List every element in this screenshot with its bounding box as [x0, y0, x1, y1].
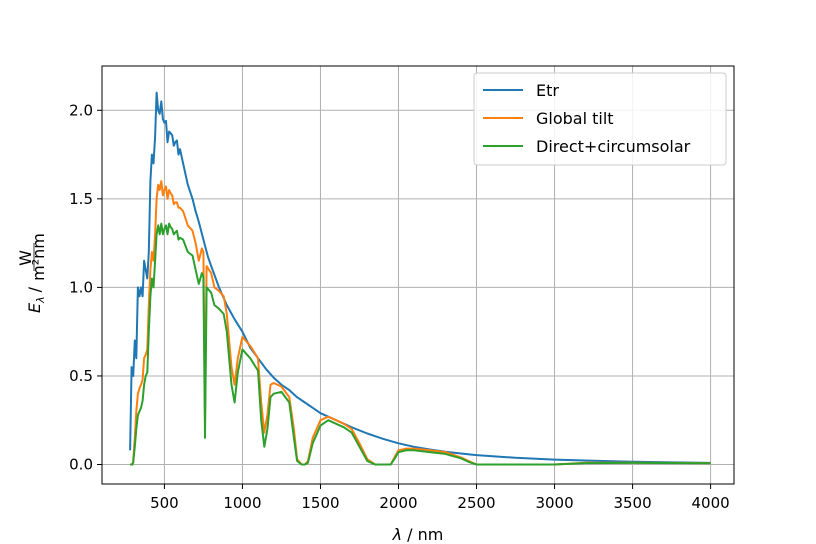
- x-tick-label: 4000: [691, 494, 729, 512]
- x-tick-label: 2000: [379, 494, 417, 512]
- x-tick-label: 1000: [223, 494, 261, 512]
- y-axis-sub: λ: [34, 296, 47, 304]
- y-axis-label-text: Eλ /: [25, 286, 47, 313]
- y-tick-label: 2.0: [69, 101, 93, 119]
- x-tick-label: 500: [150, 494, 179, 512]
- legend-label: Global tilt: [536, 109, 614, 128]
- y-axis-var: E: [25, 302, 44, 313]
- x-tick-label: 3500: [613, 494, 651, 512]
- legend-label: Etr: [536, 81, 559, 100]
- y-axis-label: Eλ / W m²nm: [16, 233, 48, 313]
- legend-label: Direct+circumsolar: [536, 137, 691, 156]
- ticks: 500 1000 1500 2000 2500 3000 3500 4000 0.0 0.5 1.0…: [69, 101, 730, 512]
- legend: Etr Global tilt Direct+circumsolar: [473, 72, 727, 166]
- x-axis-var: λ: [392, 525, 402, 544]
- x-axis-unit: / nm: [407, 525, 443, 544]
- y-axis-unit-denominator: m²nm: [29, 233, 48, 281]
- x-tick-label: 2500: [457, 494, 495, 512]
- x-tick-label: 1500: [301, 494, 339, 512]
- y-tick-label: 0.0: [69, 456, 93, 474]
- series-group: [129, 91, 711, 466]
- series-line-direct-circumsolar: [130, 222, 711, 466]
- y-axis-sep: /: [25, 286, 44, 292]
- y-axis-unit-numerator: W: [16, 250, 35, 266]
- series-line-etr: [129, 91, 711, 464]
- x-axis-label: λ / nm: [392, 525, 444, 544]
- x-tick-label: 3000: [535, 494, 573, 512]
- y-tick-label: 1.0: [69, 278, 93, 296]
- legend-box: [473, 72, 727, 166]
- y-tick-label: 0.5: [69, 367, 93, 385]
- y-tick-label: 1.5: [69, 190, 93, 208]
- plot-frame: [101, 65, 735, 485]
